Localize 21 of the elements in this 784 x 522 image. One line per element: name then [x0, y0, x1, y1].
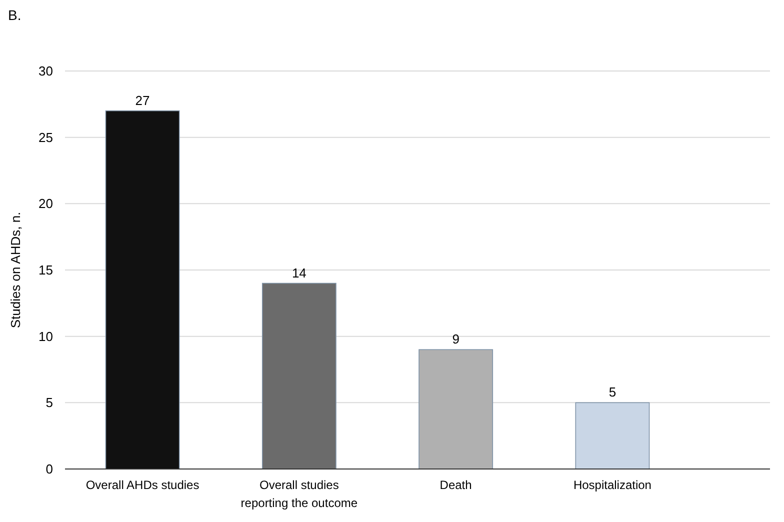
x-tick-label: Death: [440, 478, 472, 492]
y-tick-label: 15: [38, 262, 53, 278]
data-label: 9: [452, 332, 460, 347]
data-label: 5: [608, 384, 616, 400]
bar: [575, 402, 650, 470]
y-tick-label: 25: [38, 130, 53, 145]
y-tick-label: 20: [38, 196, 53, 212]
x-tick-label: Overall studies reporting the outcome: [240, 478, 358, 510]
y-tick-label: 0: [46, 462, 53, 477]
y-tick-label: 30: [38, 64, 53, 79]
bar: [105, 110, 180, 470]
x-tick-label: Overall AHDs studies: [86, 478, 200, 492]
chart-title: B.: [8, 7, 22, 23]
y-tick-label: 10: [38, 328, 53, 344]
data-label: 14: [292, 265, 306, 280]
x-tick-label: Hospitalization: [573, 478, 652, 492]
bar: [262, 282, 336, 470]
bar: [418, 349, 494, 470]
data-label: 27: [135, 92, 150, 108]
y-tick-label: 5: [46, 395, 53, 410]
y-axis-title: Studies on AHDs, n.: [8, 212, 23, 328]
